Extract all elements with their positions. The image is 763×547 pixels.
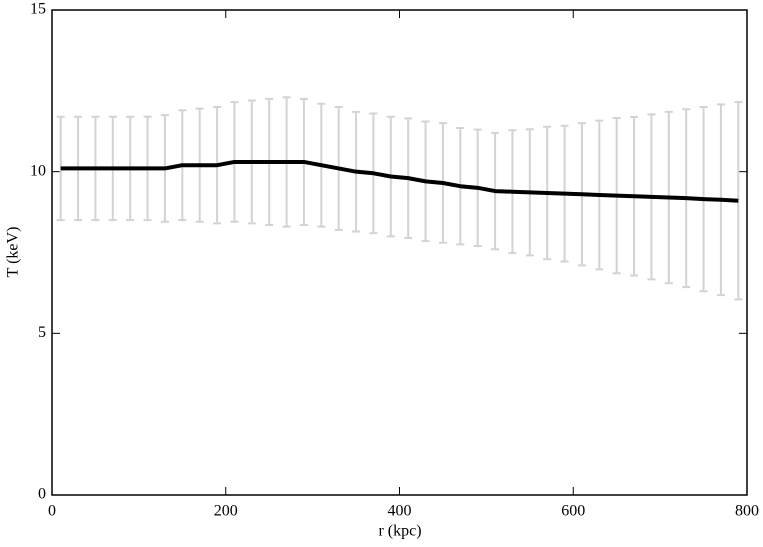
- y-tick-label: 5: [38, 324, 46, 341]
- x-tick-label: 200: [214, 503, 238, 520]
- y-tick-label: 10: [30, 162, 46, 179]
- error-bar: [734, 101, 743, 301]
- y-tick-label: 15: [30, 1, 46, 18]
- y-tick-label: 0: [38, 486, 46, 503]
- plot-frame: [51, 9, 748, 496]
- x-tick-label: 800: [735, 503, 759, 520]
- y-axis-label: T (keV): [5, 227, 22, 278]
- x-tick-label: 0: [48, 503, 56, 520]
- data-line: [60, 159, 739, 203]
- x-tick-label: 400: [388, 503, 412, 520]
- x-axis-label: r (kpc): [378, 523, 421, 540]
- x-tick-label: 600: [561, 503, 585, 520]
